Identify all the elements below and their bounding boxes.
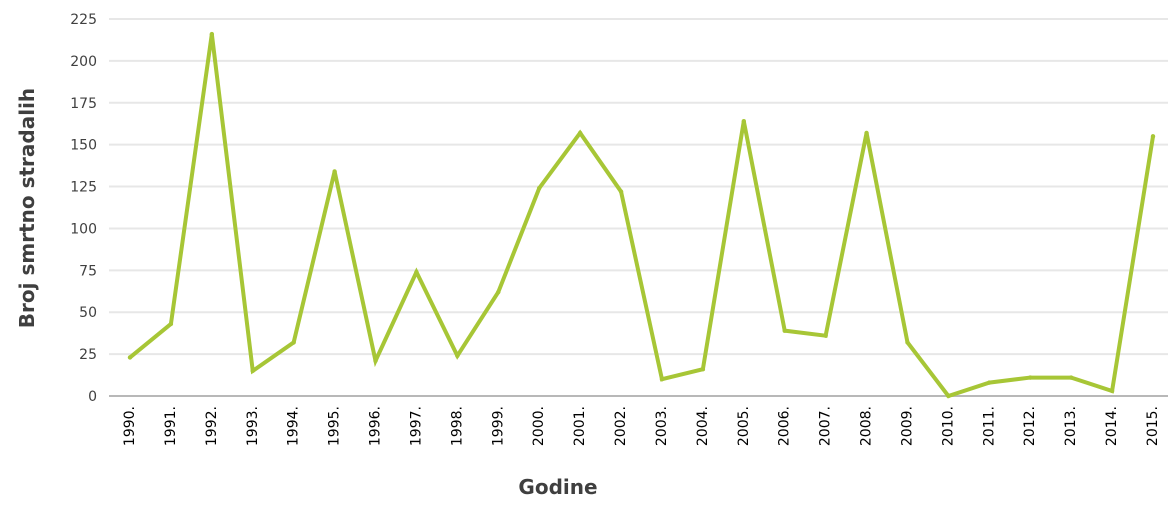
x-tick-label: 1998. [449, 406, 465, 446]
y-tick-label: 50 [79, 305, 97, 321]
data-point [414, 269, 419, 275]
data-point [127, 355, 133, 360]
y-tick-label: 75 [79, 263, 97, 279]
x-tick-label: 1996. [368, 406, 384, 446]
y-tick-label: 200 [70, 54, 97, 70]
y-axis-title: Broj smrtno stradalih [15, 88, 39, 328]
x-tick-label: 2001. [572, 406, 588, 446]
x-tick-label: 1991. [163, 406, 179, 446]
grid-lines [109, 18, 1168, 356]
x-tick-label: 1993. [245, 406, 261, 446]
x-tick-label: 2010. [940, 406, 956, 446]
x-tick-label: 2003. [654, 406, 670, 446]
data-point [291, 340, 296, 345]
data-point [618, 189, 624, 194]
data-point [1068, 375, 1074, 380]
x-tick-labels: 1990. 1991. 1992. 1993. 1994. 1995. 1996. 1997.… [122, 406, 1161, 446]
x-tick-label: 2012. [1022, 406, 1038, 446]
y-tick-label: 25 [79, 347, 97, 363]
x-tick-label: 1999. [490, 406, 506, 446]
x-tick-label: 2013. [1063, 406, 1079, 446]
y-tick-label: 175 [70, 96, 97, 112]
series [127, 31, 1156, 399]
data-point [1109, 388, 1115, 394]
data-point [987, 380, 992, 385]
data-point [209, 31, 215, 37]
data-point [946, 393, 951, 399]
x-tick-label: 2006. [777, 406, 793, 446]
x-tick-label: 2000. [531, 406, 547, 446]
x-tick-label: 2015. [1145, 406, 1161, 446]
x-tick-label: 2004. [695, 406, 711, 446]
data-point [741, 119, 746, 124]
x-tick-label: 2002. [613, 406, 629, 446]
x-tick-label: 1990. [122, 406, 138, 446]
data-point [782, 328, 787, 333]
series-line-1 [128, 33, 1155, 399]
y-tick-labels: 0 25 50 75 100 125 150 175 200 225 [70, 12, 97, 405]
data-point [905, 340, 910, 345]
x-tick-label: 1994. [286, 406, 302, 446]
data-point [864, 130, 869, 136]
data-point [496, 289, 501, 295]
data-point [1028, 375, 1033, 380]
x-axis-title: Godine [518, 475, 597, 499]
y-tick-label: 0 [88, 389, 97, 405]
data-point [659, 377, 665, 382]
data-point [700, 366, 706, 372]
x-tick-label: 2014. [1104, 406, 1120, 446]
data-point [537, 186, 542, 191]
data-point [823, 333, 828, 338]
data-point [1150, 134, 1156, 139]
y-tick-label: 125 [70, 180, 97, 196]
x-tick-label: 2007. [818, 406, 834, 446]
x-tick-label: 2011. [981, 406, 997, 446]
data-point [250, 368, 255, 374]
data-point [455, 353, 460, 358]
x-tick-label: 1997. [408, 406, 424, 446]
x-tick-label: 2008. [859, 406, 875, 446]
y-tick-label: 150 [70, 138, 97, 154]
data-point [373, 358, 378, 364]
x-tick-label: 2005. [736, 406, 752, 446]
x-tick-label: 1995. [327, 406, 343, 446]
data-point [332, 169, 337, 174]
data-point [168, 321, 174, 327]
x-tick-label: 2009. [899, 406, 915, 446]
data-point [577, 130, 583, 136]
y-tick-label: 225 [70, 12, 97, 28]
y-tick-label: 100 [70, 221, 97, 237]
x-tick-label: 1992. [204, 406, 220, 446]
